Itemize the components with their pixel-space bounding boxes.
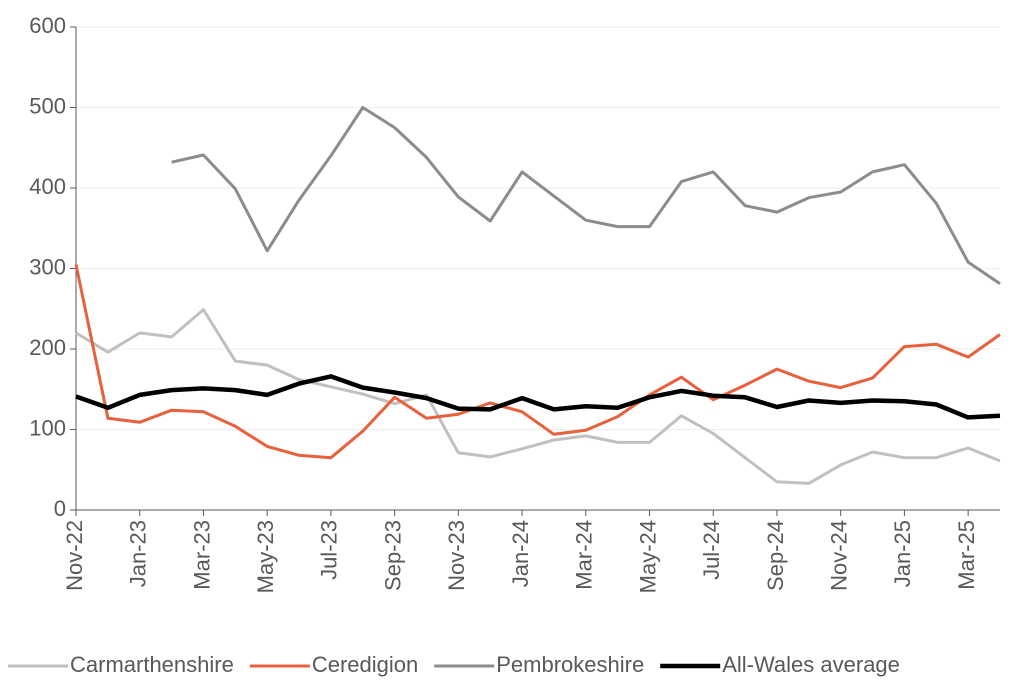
x-tick-label: Sep-23	[380, 520, 405, 591]
y-tick-label: 100	[29, 415, 66, 440]
y-tick-label: 600	[29, 13, 66, 38]
x-tick-label: Nov-24	[827, 520, 852, 591]
y-tick-label: 0	[54, 496, 66, 521]
x-tick-label: May-24	[635, 520, 660, 593]
y-tick-label: 400	[29, 174, 66, 199]
legend-label: All-Wales average	[722, 652, 900, 677]
series-line	[74, 264, 1001, 460]
x-tick-label: Jan-23	[126, 520, 151, 587]
series-line	[171, 106, 1001, 286]
x-tick-label: Jan-25	[890, 520, 915, 587]
y-tick-label: 300	[29, 254, 66, 279]
x-tick-label: Jan-24	[508, 520, 533, 587]
x-tick-label: Mar-25	[954, 520, 979, 590]
x-tick-label: Sep-24	[763, 520, 788, 591]
y-tick-label: 500	[29, 93, 66, 118]
series-line	[75, 374, 1001, 420]
x-tick-label: Mar-23	[189, 520, 214, 590]
y-tick-label: 200	[29, 335, 66, 360]
legend-label: Pembrokeshire	[496, 652, 644, 677]
x-tick-label: Nov-23	[444, 520, 469, 591]
x-tick-label: Nov-22	[62, 520, 87, 591]
x-tick-label: May-23	[253, 520, 278, 593]
series-line	[75, 308, 1001, 485]
x-tick-label: Mar-24	[572, 520, 597, 590]
legend-label: Ceredigion	[312, 652, 418, 677]
x-tick-label: Jul-23	[317, 520, 342, 580]
x-tick-label: Jul-24	[699, 520, 724, 580]
legend-label: Carmarthenshire	[70, 652, 234, 677]
